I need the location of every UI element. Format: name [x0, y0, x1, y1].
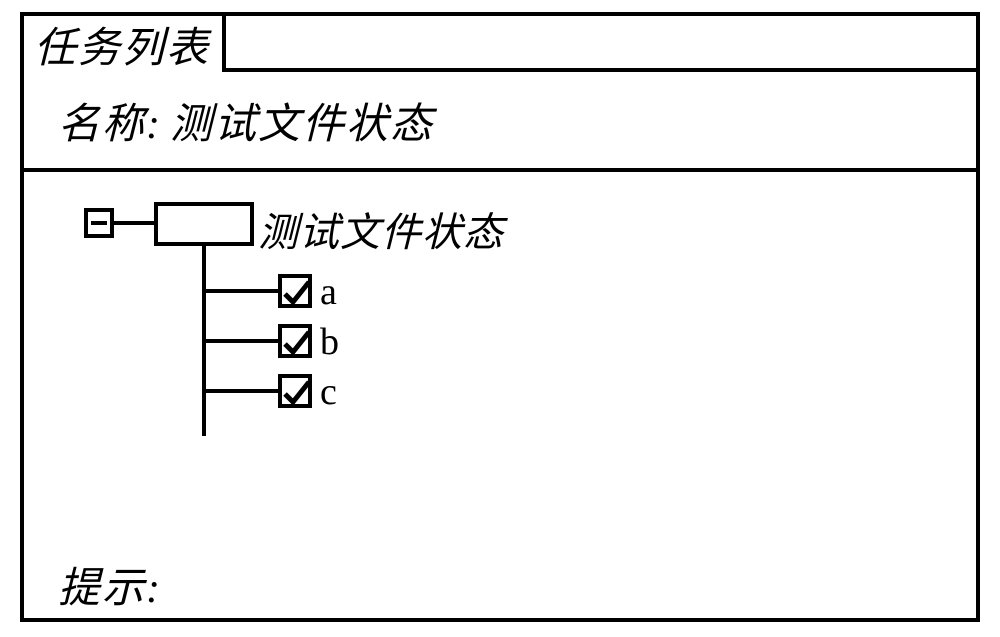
checkmark-icon	[280, 376, 314, 410]
tree-child-checkbox[interactable]	[278, 274, 312, 308]
prompt-label: 提示:	[58, 554, 162, 615]
tree-collapse-toggle[interactable]	[84, 208, 114, 238]
window-frame: 任务列表 名称: 测试文件状态 测试文件状态 abc 提示:	[20, 12, 980, 622]
checkmark-icon	[280, 326, 314, 360]
checkmark-icon	[280, 276, 314, 310]
tree-connector	[114, 221, 154, 225]
tab-strip: 任务列表	[24, 16, 976, 72]
name-row: 名称: 测试文件状态	[24, 72, 976, 172]
tree-child-label: a	[320, 270, 337, 314]
tree-connector	[202, 389, 278, 393]
name-label: 名称:	[58, 90, 162, 151]
tab-task-list[interactable]: 任务列表	[20, 12, 226, 72]
tree-child-label: b	[320, 320, 339, 364]
tree-connector	[202, 339, 278, 343]
tree-root-label: 测试文件状态	[258, 200, 504, 258]
tree-panel: 测试文件状态 abc 提示:	[24, 172, 976, 618]
tree-child-label: c	[320, 370, 337, 414]
name-value: 测试文件状态	[170, 90, 434, 151]
tree-root-node[interactable]	[154, 202, 254, 246]
tree-child-checkbox[interactable]	[278, 374, 312, 408]
tree-connector	[202, 289, 278, 293]
minus-icon	[91, 221, 107, 225]
tree-child-checkbox[interactable]	[278, 324, 312, 358]
tab-label: 任务列表	[34, 14, 210, 75]
